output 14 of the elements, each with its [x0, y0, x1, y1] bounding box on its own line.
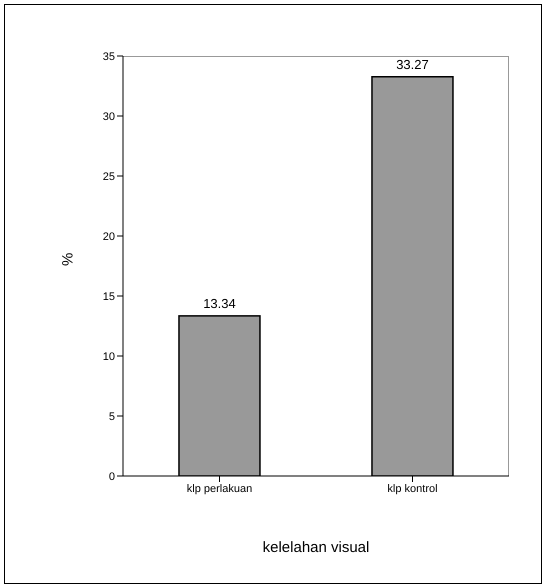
y-axis-title: % — [59, 252, 76, 266]
x-axis-title: kelelahan visual — [262, 539, 370, 556]
y-tick-label: 35 — [102, 50, 115, 63]
y-tick-label: 10 — [102, 350, 115, 363]
y-tick-label: 30 — [102, 110, 115, 123]
data-label: 33.27 — [396, 56, 429, 72]
x-tick-label: klp perlakuan — [186, 482, 252, 495]
y-tick-label: 25 — [102, 170, 115, 183]
y-tick-label: 15 — [102, 290, 115, 303]
y-tick-label: 20 — [102, 230, 115, 243]
y-tick-label: 0 — [108, 470, 115, 483]
x-tick-label: klp kontrol — [387, 482, 438, 495]
data-label: 13.34 — [203, 296, 236, 311]
y-tick-label: 5 — [108, 410, 115, 423]
